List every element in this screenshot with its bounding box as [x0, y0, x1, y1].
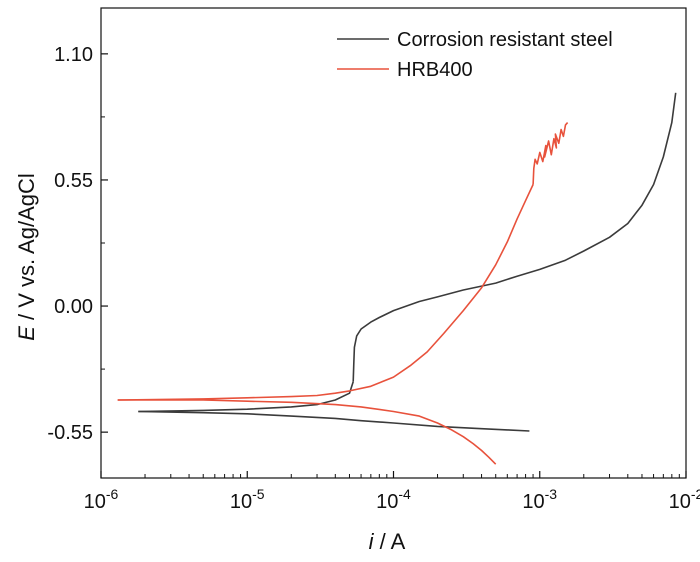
x-tick-label: 10-2 — [669, 486, 700, 513]
y-tick-label: -0.55 — [47, 422, 93, 444]
x-axis: 10-6 10-5 10-4 10-3 10-2 — [84, 471, 700, 513]
y-tick-label: 0.55 — [54, 170, 93, 192]
series-line — [532, 122, 569, 185]
series-line — [117, 399, 497, 465]
legend-label: HRB400 — [397, 59, 473, 81]
y-tick-label: 1.10 — [54, 44, 93, 66]
series-line — [117, 184, 534, 401]
y-tick-label: 0.00 — [54, 296, 93, 318]
legend: Corrosion resistant steel HRB400 — [337, 29, 613, 81]
series-line — [138, 381, 354, 413]
x-tick-label: 10-4 — [376, 486, 411, 513]
legend-label: Corrosion resistant steel — [397, 29, 613, 51]
y-axis: 1.10 0.55 0.00 -0.55 — [47, 44, 108, 444]
x-axis-title: i / A — [369, 529, 406, 554]
series-0 — [138, 92, 677, 432]
series-line — [138, 410, 530, 432]
x-tick-label: 10-3 — [522, 486, 557, 513]
x-tick-label: 10-5 — [230, 486, 265, 513]
series-layer — [117, 92, 677, 465]
series-line — [352, 92, 677, 382]
y-axis-title: E / V vs. Ag/AgCl — [14, 173, 39, 341]
series-1 — [117, 122, 569, 465]
x-tick-label: 10-6 — [84, 486, 119, 513]
